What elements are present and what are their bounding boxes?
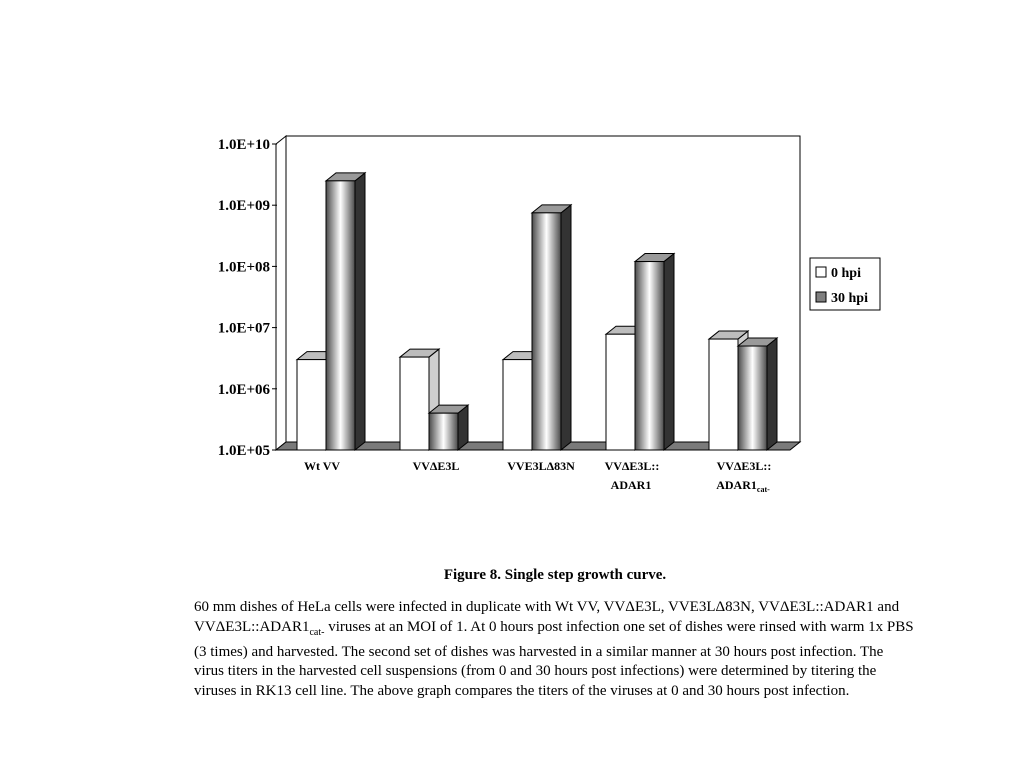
growth-curve-chart: 1.0E+05 1.0E+06 1.0E+07 1.0E+08 1.0E+09 1.0E+…: [218, 134, 881, 494]
bar-front-face: [605, 333, 636, 451]
figure-caption: Figure 8. Single step growth curve.: [443, 567, 667, 583]
bar-side-face: [560, 203, 572, 452]
bar-front-face: [428, 412, 459, 451]
x-category-label: VVE3LΔ83N: [507, 459, 575, 473]
bar-front-face: [531, 212, 562, 451]
bar: [530, 203, 573, 452]
bar: [324, 171, 367, 452]
bar-front-face: [399, 356, 430, 451]
bar-side-face: [354, 171, 366, 452]
figure-description: 60 mm dishes of HeLa cells were infected…: [194, 598, 914, 702]
bar: [427, 404, 470, 452]
description-part-2: viruses at an MOI of 1. At 0 hours post …: [194, 618, 914, 700]
description-subscript: cat-: [309, 626, 325, 638]
bar-front-face: [737, 345, 768, 451]
bar-front-face: [708, 338, 739, 451]
legend: 0 hpi 30 hpi: [809, 257, 881, 311]
y-tick-label: 1.0E+07: [218, 321, 271, 337]
bar-front-face: [634, 261, 665, 451]
legend-label: 0 hpi: [831, 266, 861, 281]
bar-front-face: [502, 359, 533, 451]
bar-side-face: [766, 336, 778, 452]
y-tick-label: 1.0E+08: [218, 259, 270, 275]
plot-left-wall: [275, 134, 287, 452]
label-subscript: cat-: [757, 485, 770, 494]
legend-swatch: [815, 266, 827, 278]
x-category-label-line2: ADAR1cat-: [716, 478, 770, 494]
bar: [633, 252, 676, 452]
description-part-1: 60 mm dishes of HeLa cells were infected…: [194, 599, 900, 635]
y-tick-label: 1.0E+06: [218, 382, 271, 398]
x-category-label-line2: ADAR1: [611, 478, 652, 492]
label-main-text: ADAR1: [611, 478, 652, 492]
bar-front-face: [325, 180, 356, 451]
legend-swatch: [815, 291, 827, 303]
bar: [736, 336, 779, 452]
x-category-label: VVΔE3L::: [605, 459, 660, 473]
y-tick-label: 1.0E+05: [218, 443, 270, 459]
legend-label: 30 hpi: [831, 291, 868, 306]
bar-side-face: [663, 252, 675, 452]
x-category-label: VVΔE3L: [413, 459, 460, 473]
label-main-text: ADAR1: [716, 478, 757, 492]
x-category-label: Wt VV: [304, 459, 340, 473]
bar-front-face: [296, 359, 327, 451]
y-tick-label: 1.0E+10: [218, 137, 270, 153]
x-category-label: VVΔE3L::: [717, 459, 772, 473]
y-tick-label: 1.0E+09: [218, 198, 270, 214]
